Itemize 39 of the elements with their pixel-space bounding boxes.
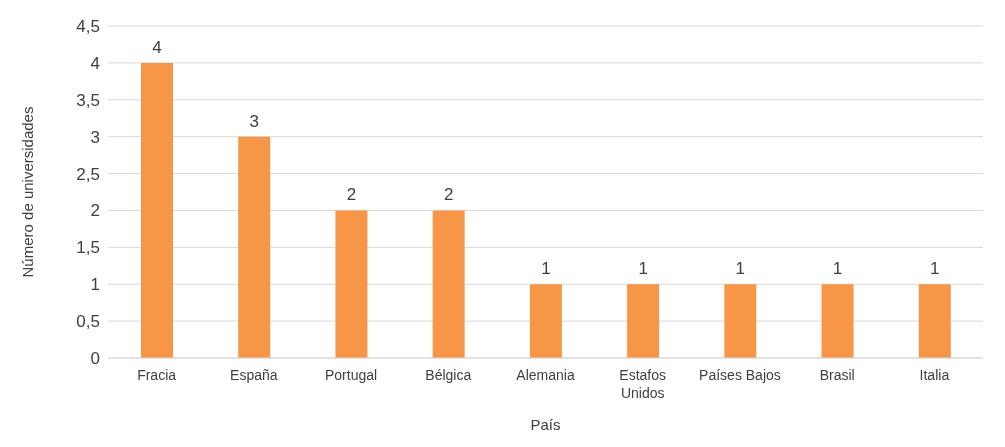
bar (821, 284, 854, 358)
bar (432, 210, 465, 358)
x-tick-label: Alemania (516, 367, 575, 383)
data-label: 3 (249, 111, 259, 131)
y-tick-label: 1 (90, 275, 100, 295)
x-tick-label: Portugal (324, 367, 378, 383)
y-axis-title: Número de universidades (19, 106, 37, 278)
data-label: 1 (735, 259, 746, 279)
y-tick-label: 0,5 (76, 312, 100, 332)
x-tick-label: Fracia (137, 367, 177, 383)
y-tick-label: 2 (90, 201, 100, 221)
data-label: 4 (152, 37, 162, 57)
y-tick-label: 3,5 (76, 90, 100, 110)
data-label: 1 (832, 259, 843, 279)
y-tick-label: 4,5 (76, 17, 100, 37)
x-tick-label: Países Bajos (699, 367, 781, 383)
y-tick-label: 0 (90, 349, 100, 369)
x-tick-label: Bélgica (425, 367, 472, 383)
x-axis-title: País (530, 416, 561, 433)
y-tick-label: 4 (90, 53, 100, 73)
x-tick-label: Estafos Unidos (619, 367, 667, 401)
data-label: 2 (346, 185, 357, 205)
bar (141, 62, 173, 358)
bar (918, 284, 951, 358)
data-label: 1 (541, 259, 551, 279)
x-tick-label: Brasil (819, 367, 855, 383)
bar (529, 284, 562, 358)
bar (238, 136, 271, 358)
y-tick-label: 1,5 (76, 238, 100, 258)
bar (724, 284, 757, 358)
data-label: 2 (443, 185, 454, 205)
data-label: 1 (930, 259, 940, 279)
x-tick-label: España (230, 367, 278, 383)
x-tick-label: Italia (919, 367, 950, 383)
data-label: 1 (638, 259, 648, 279)
y-tick-label: 2,5 (76, 164, 100, 184)
bar (627, 284, 660, 358)
bar (335, 210, 368, 358)
y-tick-label: 3 (90, 127, 100, 147)
